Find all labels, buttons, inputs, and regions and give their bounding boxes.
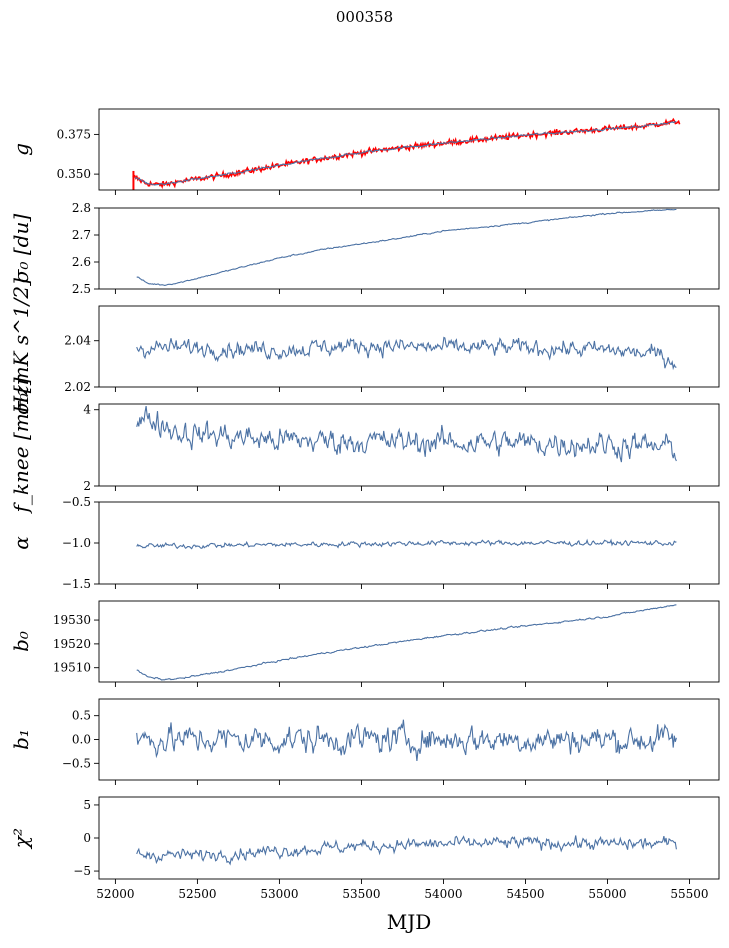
ytick-label-chi2: 0 — [83, 831, 91, 845]
xtick-label: 52500 — [178, 887, 216, 901]
ylabel-alpha: α — [9, 536, 33, 550]
series-line-sigma0-du — [136, 208, 677, 286]
ytick-label-sigma0-du: 2.7 — [72, 228, 91, 242]
axes-frame-sigma0-du — [98, 207, 720, 290]
series-line-b0 — [136, 604, 677, 681]
ylabel-chi2: χ² — [9, 828, 33, 850]
ytick-label-alpha: −0.5 — [62, 495, 91, 509]
ytick-label-gain: 0.350 — [57, 167, 91, 181]
figure-title: 000358 — [335, 8, 394, 26]
ytick-label-sigma0-mk: 2.04 — [64, 334, 91, 348]
series-line-b1 — [136, 719, 677, 761]
ylabel-b0: b₀ — [9, 631, 33, 652]
ylabel-sigma0-mk: σ₀[mK s^1/2] — [9, 278, 33, 415]
ytick-label-b0: 19520 — [53, 637, 91, 651]
ytick-label-chi2: −5 — [73, 864, 91, 878]
ytick-label-b0: 19510 — [53, 661, 91, 675]
axes-frame-fknee — [98, 403, 720, 487]
ytick-label-b1: 0.5 — [72, 709, 91, 723]
ytick-label-alpha: −1.0 — [62, 536, 91, 550]
ytick-label-gain: 0.375 — [57, 127, 91, 141]
ytick-label-b1: 0.0 — [72, 733, 91, 747]
ytick-label-chi2: 5 — [83, 798, 91, 812]
ylabel-gain: g — [9, 143, 33, 156]
ytick-label-fknee: 2 — [83, 479, 91, 493]
ytick-label-fknee: 4 — [83, 403, 91, 417]
xlabel: MJD — [387, 910, 432, 934]
series-line-fknee — [136, 406, 677, 463]
ytick-label-sigma0-du: 2.5 — [72, 282, 91, 296]
ytick-label-sigma0-du: 2.8 — [72, 201, 91, 215]
axes-frame-b0 — [98, 600, 720, 683]
series-line-gain — [134, 120, 677, 186]
xtick-label: 54500 — [506, 887, 544, 901]
ytick-label-alpha: −1.5 — [62, 577, 91, 591]
ylabel-sigma0-du: σ₀ [du] — [9, 214, 33, 284]
series-line-chi2 — [136, 835, 677, 866]
ytick-label-b1: −0.5 — [62, 756, 91, 770]
xtick-label: 52000 — [96, 887, 134, 901]
ytick-label-sigma0-du: 2.6 — [72, 255, 91, 269]
axes-frame-sigma0-mk — [98, 305, 720, 388]
ylabel-fknee: f_knee [mHz] — [9, 377, 33, 514]
series-line-sigma0-mk — [136, 336, 677, 371]
axes-frame-gain — [98, 108, 720, 191]
xtick-label: 53500 — [342, 887, 380, 901]
xtick-label: 55000 — [588, 887, 626, 901]
xtick-label: 54000 — [424, 887, 462, 901]
ytick-label-b0: 19530 — [53, 613, 91, 627]
xtick-label: 55500 — [670, 887, 708, 901]
xtick-label: 53000 — [260, 887, 298, 901]
axes-frame-chi2 — [98, 796, 720, 880]
series-line-alpha — [136, 538, 677, 550]
axes-frame-alpha — [98, 501, 720, 585]
ytick-label-sigma0-mk: 2.02 — [64, 380, 91, 394]
ylabel-b1: b₁ — [9, 729, 33, 750]
